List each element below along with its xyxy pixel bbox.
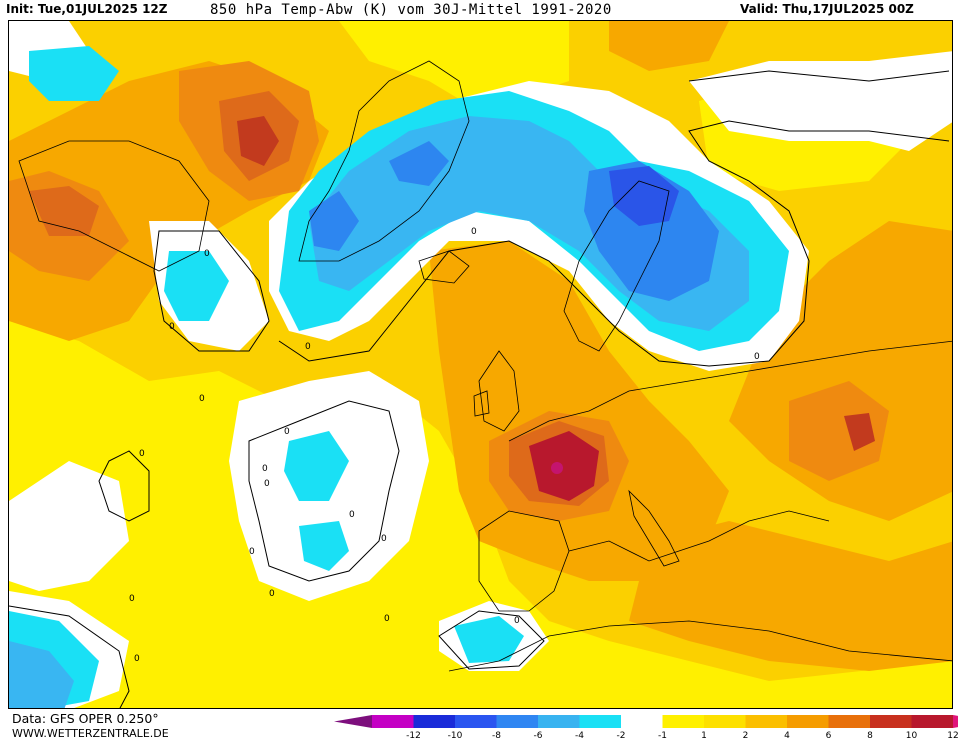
legend-swatch	[787, 715, 829, 728]
contour-label: 0	[381, 534, 387, 544]
contour-label: 0	[269, 589, 275, 599]
legend-tick-label: -8	[492, 731, 501, 740]
legend-swatch	[372, 715, 414, 728]
contour-labrador	[153, 230, 270, 352]
website-label: WWW.WETTERZENTRALE.DE	[12, 727, 169, 740]
field-cyan-atlantic-2	[299, 521, 349, 571]
legend-tick-label: -10	[448, 731, 463, 740]
legend-swatch	[911, 715, 953, 728]
legend-swatch	[579, 715, 621, 728]
legend-tick-label: 1	[701, 731, 707, 740]
legend-swatch	[745, 715, 787, 728]
legend-swatch	[413, 715, 455, 728]
color-scale-legend: -12 -10 -8 -6 -4 -2 -1 1 2 4 6 8 10 12	[334, 715, 958, 740]
field-cyan-nw	[29, 46, 119, 101]
field-blue-sw	[9, 641, 74, 708]
contour-label: 0	[349, 510, 355, 520]
legend-swatch	[870, 715, 912, 728]
init-time-label: Init: Tue,01JUL2025 12Z	[6, 2, 168, 16]
field-red-orange-canada	[29, 186, 99, 236]
legend-swatch	[704, 715, 746, 728]
coast-greenland	[298, 60, 470, 262]
contour-sw	[9, 605, 130, 708]
contour-label: 0	[134, 654, 140, 664]
field-mid-blue-baffin	[389, 141, 449, 186]
field-cyan-morocco	[454, 616, 524, 663]
legend-arrow-right	[953, 715, 958, 728]
map-canvas: 0 0 0 0 0 0 0 0 0 0 0 0 0 0 0 0 0 0	[9, 21, 952, 708]
field-cyan-atlantic	[284, 431, 349, 501]
contour-label: 0	[262, 464, 268, 474]
legend-swatch	[828, 715, 870, 728]
coast-med	[568, 510, 830, 562]
legend-arrow-left	[334, 715, 372, 728]
header-bar: Init: Tue,01JUL2025 12Z 850 hPa Temp-Abw…	[0, 0, 959, 20]
legend-tick-label: -12	[406, 731, 421, 740]
legend-swatch	[538, 715, 580, 728]
legend-swatch	[455, 715, 497, 728]
valid-time-label: Valid: Thu,17JUL2025 00Z	[740, 2, 914, 16]
legend-tick-label: -2	[617, 731, 626, 740]
field-orange-ne	[609, 21, 729, 71]
field-dark-red-east	[844, 413, 875, 451]
contour-west-loop	[98, 450, 150, 522]
legend-tick-label: 2	[743, 731, 749, 740]
temperature-anomaly-map: 0 0 0 0 0 0 0 0 0 0 0 0 0 0 0 0 0 0	[8, 20, 953, 709]
coast-ireland	[473, 390, 490, 417]
field-orange-east	[729, 221, 952, 521]
legend-tick-label: -1	[658, 731, 667, 740]
coast-scandinavia	[563, 180, 670, 352]
legend-tick-label: 10	[906, 731, 918, 740]
contour-atlantic	[248, 400, 400, 582]
field-orange-se	[629, 521, 952, 671]
coastlines	[18, 60, 952, 672]
legend-tick-label: -6	[534, 731, 543, 740]
legend-swatch	[621, 715, 663, 728]
field-dark-red-france	[529, 431, 599, 501]
legend-swatch	[496, 715, 538, 728]
field-cyan-labrador	[164, 251, 229, 321]
contour-label: 0	[384, 614, 390, 624]
field-magenta-spot	[551, 462, 563, 474]
contour-label: 0	[129, 594, 135, 604]
field-white-arctic	[689, 51, 952, 151]
coast-iberia	[478, 510, 570, 612]
contour-label: 0	[199, 394, 205, 404]
contour-label: 0	[264, 479, 270, 489]
contour-arctic-east	[688, 70, 950, 82]
field-title: 850 hPa Temp-Abw (K) vom 30J-Mittel 1991…	[210, 2, 612, 18]
contour-label: 0	[514, 616, 520, 626]
contour-label: 0	[249, 547, 255, 557]
legend-tick-label: 6	[826, 731, 832, 740]
contour-label-group: 0 0 0 0 0 0 0 0 0 0 0 0 0 0 0 0 0 0	[129, 227, 760, 664]
contour-label: 0	[754, 352, 760, 362]
contour-greenland-ring	[278, 120, 950, 367]
field-deep-blue-scandinavia	[609, 166, 679, 226]
contour-label: 0	[305, 342, 311, 352]
contour-label: 0	[284, 427, 290, 437]
coast-italy	[628, 489, 680, 567]
coast-uk	[478, 350, 520, 432]
zero-contours	[9, 70, 950, 708]
legend-tick-label: 12	[947, 731, 958, 740]
field-mid-blue-greenland	[309, 191, 359, 251]
contour-label: 0	[139, 449, 145, 459]
coast-canada	[18, 140, 210, 272]
legend-tick-label: 8	[867, 731, 873, 740]
coast-africa	[448, 620, 952, 672]
legend-tick-label: 4	[784, 731, 790, 740]
legend-swatch	[662, 715, 704, 728]
data-source-label: Data: GFS OPER 0.250°	[12, 711, 159, 726]
field-white-west	[9, 461, 129, 591]
contour-label: 0	[204, 249, 210, 259]
contour-label: 0	[471, 227, 477, 237]
coast-europe	[508, 340, 952, 442]
contour-morocco	[438, 610, 545, 670]
contour-label: 0	[169, 322, 175, 332]
legend-tick-label: -4	[575, 731, 584, 740]
field-dark-red-greenland	[237, 116, 279, 166]
field-deep-orange-east	[789, 381, 889, 481]
coast-iceland	[418, 250, 470, 284]
